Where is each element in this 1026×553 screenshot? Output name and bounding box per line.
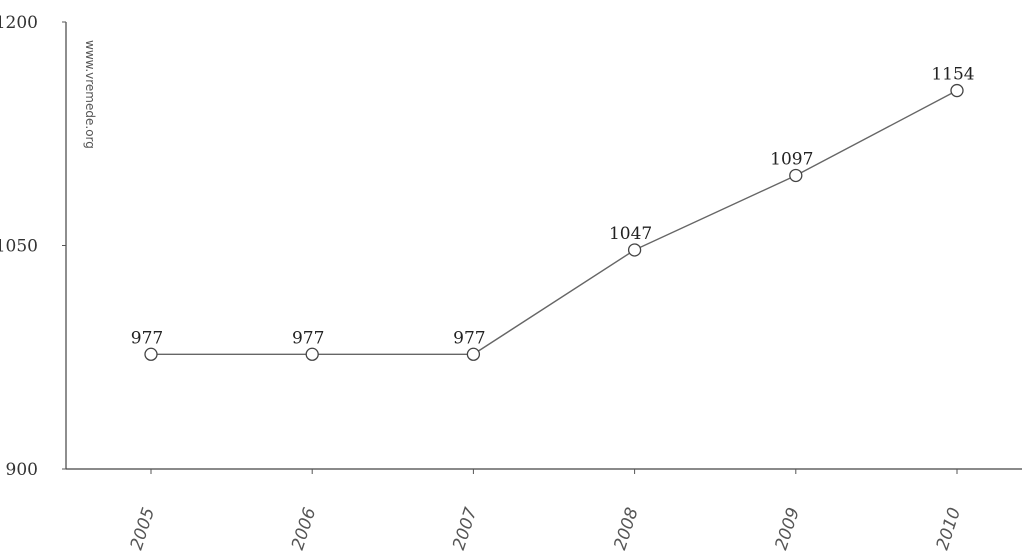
data-label: 977 — [131, 328, 163, 348]
data-point — [305, 347, 319, 361]
x-tick-label: 2006 — [288, 505, 320, 553]
data-point — [144, 347, 158, 361]
data-point — [627, 243, 642, 257]
data-label: 1097 — [770, 149, 813, 169]
data-point — [789, 168, 803, 183]
series-line — [151, 89, 958, 355]
data-point — [466, 347, 481, 361]
x-tick-label: 2009 — [772, 505, 804, 552]
x-tick-label: 2005 — [127, 505, 159, 552]
x-axis-ticks: 2005 2006 2007 2008 2009 2010 — [127, 469, 965, 553]
data-point — [950, 83, 964, 98]
x-tick-label: 2010 — [933, 505, 965, 552]
data-label: 1047 — [609, 224, 652, 244]
y-tick-label: 1050 — [0, 237, 38, 257]
y-axis-ticks: 900 1050 1200 — [0, 13, 66, 480]
axes — [65, 22, 1022, 470]
series-layer — [144, 83, 964, 361]
watermark-text: www.vremede.org — [83, 40, 97, 149]
data-label: 1154 — [931, 65, 974, 85]
y-tick-label: 900 — [6, 460, 38, 480]
data-labels-layer: 977 977 977 1047 1097 1154 — [131, 65, 975, 349]
data-label: 977 — [292, 328, 324, 348]
data-label: 977 — [453, 328, 485, 348]
x-tick-label: 2008 — [610, 505, 642, 553]
y-tick-label: 1200 — [0, 13, 38, 33]
x-tick-label: 2007 — [449, 505, 481, 553]
